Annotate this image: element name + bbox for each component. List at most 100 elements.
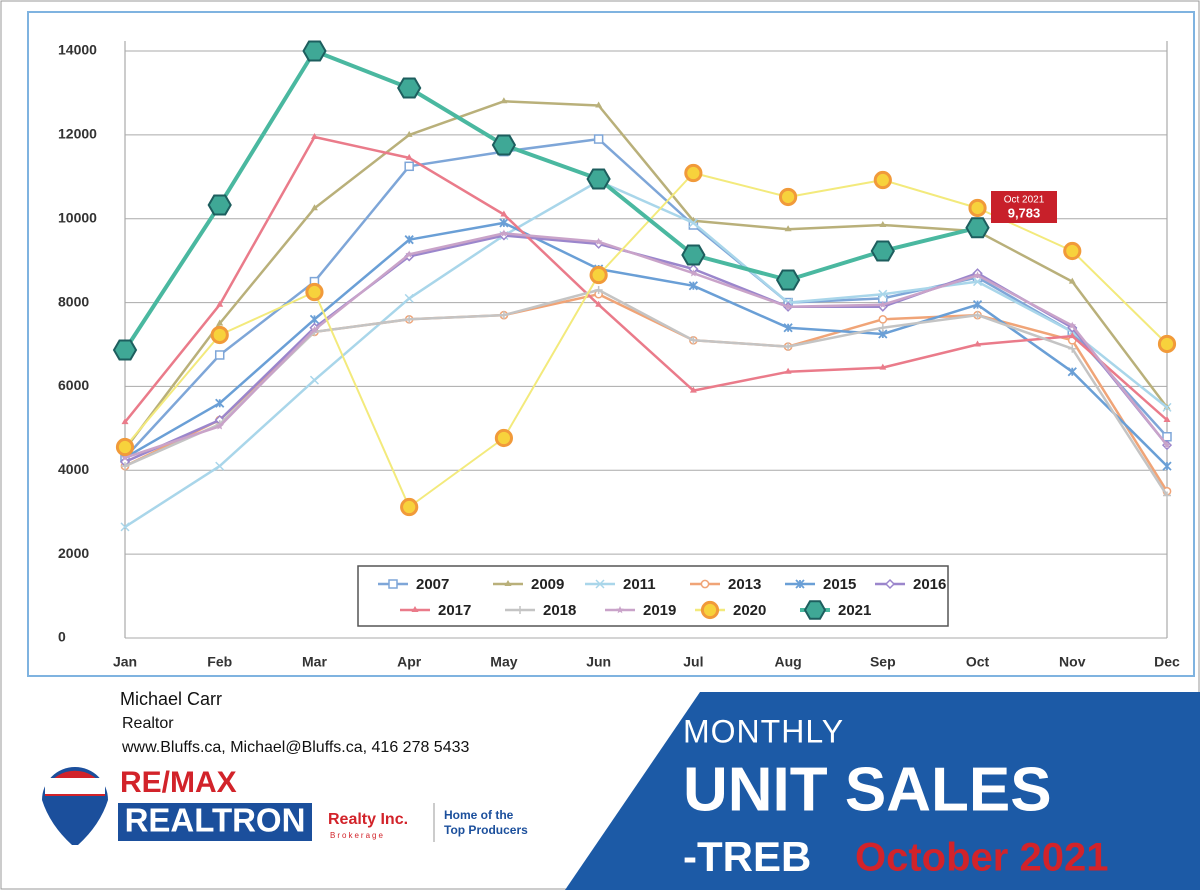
- marker: [1163, 416, 1171, 422]
- value-label: 9,783: [1008, 205, 1041, 220]
- contact-role: Realtor: [122, 715, 174, 732]
- marker: [589, 265, 608, 285]
- tagline: Top Producers: [444, 823, 528, 837]
- marker: [879, 221, 887, 227]
- marker: [404, 235, 414, 245]
- marker: [595, 101, 603, 108]
- legend-label: 2011: [623, 576, 656, 593]
- legend-marker: [411, 606, 419, 612]
- marker: [784, 302, 792, 310]
- legend-label: 2021: [838, 602, 871, 619]
- line: [124, 137, 1168, 459]
- x-tick-label: Jan: [113, 654, 137, 670]
- marker: [207, 194, 232, 216]
- marker: [1162, 431, 1172, 442]
- marker: [594, 237, 603, 245]
- marker: [775, 269, 801, 291]
- marker: [593, 134, 604, 144]
- marker: [405, 250, 413, 258]
- contact-details: www.Bluffs.ca, Michael@Bluffs.ca, 416 27…: [121, 739, 470, 756]
- brand-remax: RE/MAX: [120, 766, 237, 799]
- legend-label: 2013: [728, 576, 761, 593]
- legend-item: 2009: [493, 576, 564, 593]
- marker: [586, 168, 611, 190]
- x-tick-label: Nov: [1059, 654, 1086, 670]
- legend-item: 2018: [505, 602, 576, 619]
- marker: [965, 217, 990, 239]
- banner-date: October 2021: [855, 836, 1108, 880]
- marker: [121, 462, 129, 471]
- line: [123, 49, 978, 352]
- x-tick-label: Apr: [397, 654, 422, 670]
- legend-label: 2009: [531, 576, 564, 593]
- chart-frame: [27, 11, 1195, 677]
- marker: [1157, 334, 1177, 354]
- legend-marker: [516, 606, 524, 614]
- marker: [681, 244, 706, 266]
- marker: [784, 342, 793, 351]
- marker: [973, 277, 983, 287]
- series: [121, 133, 1171, 425]
- marker: [1162, 402, 1172, 412]
- marker: [784, 225, 792, 232]
- legend-label: 2007: [416, 576, 449, 593]
- legend-item: 2019: [605, 602, 676, 619]
- marker: [1067, 367, 1077, 377]
- marker: [115, 437, 135, 457]
- marker: [405, 130, 413, 137]
- banner-line1: MONTHLY: [683, 713, 844, 749]
- series: [112, 40, 990, 361]
- banner: MONTHLY UNIT SALES -TREB October 2021: [565, 692, 1200, 890]
- legend-item: 2011: [585, 576, 656, 593]
- line: [124, 221, 1168, 467]
- marker: [1068, 344, 1077, 353]
- legend-marker: [795, 579, 805, 589]
- marker: [121, 453, 129, 461]
- legend-item: 2016: [875, 576, 946, 593]
- marker: [1068, 277, 1076, 284]
- x-tick-label: Aug: [774, 654, 801, 670]
- marker: [1163, 441, 1171, 449]
- marker: [1163, 491, 1171, 500]
- legend: 2007 2009 2011 2013 2015 2016 2017 2018 2019 2020…: [378, 576, 946, 620]
- logo: RE/MAX REALTRON Realty Inc. Brokerage Ho…: [42, 766, 528, 845]
- line: [124, 232, 1168, 459]
- plot: 0 2000 4000 6000 8000 10000 12000 14000 Jan Feb Ma…: [58, 40, 1180, 670]
- legend-item: 2017: [400, 602, 471, 619]
- y-tick-label: 8000: [58, 293, 89, 309]
- marker: [973, 271, 982, 279]
- marker: [1068, 321, 1077, 329]
- y-tick-label: 2000: [58, 545, 89, 561]
- legend-label: 2020: [733, 602, 766, 619]
- marker: [404, 161, 414, 172]
- line: [124, 100, 1168, 451]
- marker: [594, 285, 603, 294]
- legend-label: 2017: [438, 602, 471, 619]
- marker: [309, 314, 320, 324]
- marker: [215, 422, 224, 430]
- marker: [499, 311, 508, 320]
- y-tick-label: 0: [58, 629, 66, 645]
- marker: [500, 229, 508, 237]
- banner-line2: UNIT SALES: [683, 755, 1052, 824]
- x-tick-label: Jun: [586, 654, 611, 670]
- x-tick-label: Feb: [207, 654, 232, 670]
- legend-marker: [884, 578, 896, 590]
- annotation-text: Oct 2021: [1004, 195, 1045, 206]
- brand-brokerage: Brokerage: [330, 831, 385, 840]
- marker: [216, 319, 224, 326]
- marker: [873, 170, 892, 190]
- y-tick-label: 12000: [58, 126, 97, 142]
- marker: [684, 163, 703, 183]
- marker: [1063, 241, 1082, 261]
- marker: [689, 269, 698, 277]
- legend-marker: [616, 606, 624, 614]
- legend-label: 2019: [643, 602, 676, 619]
- marker: [968, 198, 987, 218]
- marker: [879, 363, 887, 370]
- series: [121, 229, 1171, 461]
- legend-item: 2015: [785, 576, 856, 593]
- marker: [311, 133, 318, 139]
- legend-marker: [388, 579, 398, 589]
- legend-marker: [504, 580, 512, 586]
